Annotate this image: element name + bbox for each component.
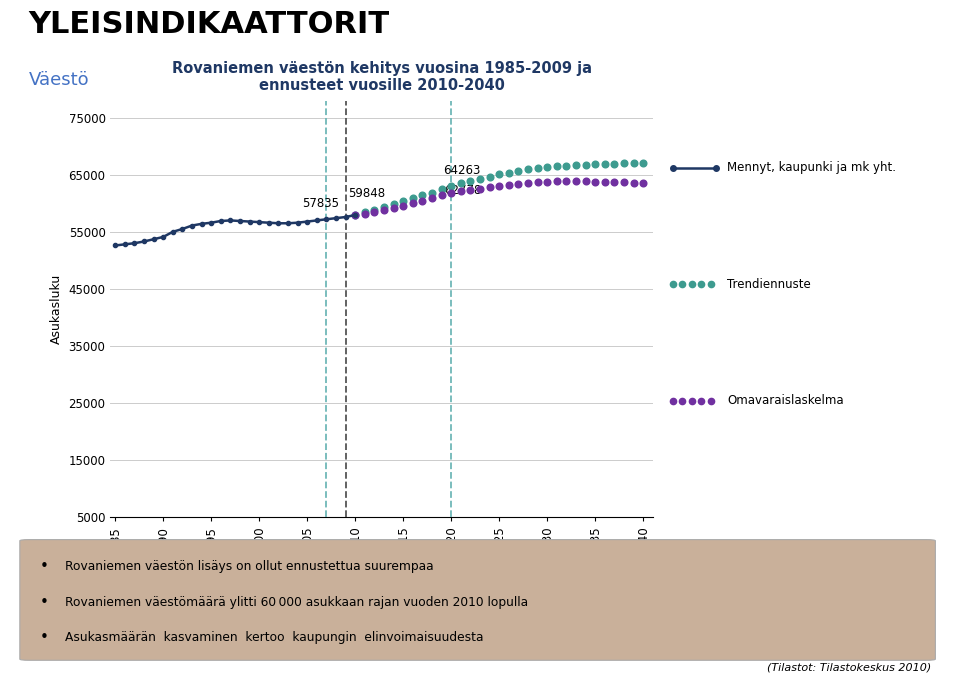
Text: 59848: 59848 [348, 187, 386, 201]
Text: Trendiennuste: Trendiennuste [728, 278, 811, 291]
Text: •: • [39, 630, 48, 646]
Title: Rovaniemen väestön kehitys vuosina 1985-2009 ja
ennusteet vuosille 2010-2040: Rovaniemen väestön kehitys vuosina 1985-… [172, 61, 591, 93]
Text: 57835: 57835 [302, 197, 340, 210]
Text: Omavaraislaskelma: Omavaraislaskelma [728, 394, 844, 407]
Text: •: • [39, 595, 48, 610]
Text: Väestö: Väestö [29, 71, 89, 89]
Text: Rovaniemen väestömäärä ylitti 60 000 asukkaan rajan vuoden 2010 lopulla: Rovaniemen väestömäärä ylitti 60 000 asu… [64, 596, 528, 609]
Text: •: • [39, 559, 48, 575]
Text: 64263: 64263 [444, 164, 481, 177]
Text: (Tilastot: Tilastokeskus 2010): (Tilastot: Tilastokeskus 2010) [767, 662, 931, 673]
Text: Rovaniemen väestön lisäys on ollut ennustettua suurempaa: Rovaniemen väestön lisäys on ollut ennus… [64, 560, 433, 573]
Text: YLEISINDIKAATTORIT: YLEISINDIKAATTORIT [29, 10, 390, 39]
Y-axis label: Asukasluku: Asukasluku [50, 274, 63, 344]
Text: Mennyt, kaupunki ja mk yht.: Mennyt, kaupunki ja mk yht. [728, 162, 897, 174]
Text: Asukasmäärän  kasvaminen  kertoo  kaupungin  elinvoimaisuudesta: Asukasmäärän kasvaminen kertoo kaupungin… [64, 631, 483, 644]
FancyBboxPatch shape [20, 539, 935, 660]
Text: 62778: 62778 [444, 183, 482, 197]
